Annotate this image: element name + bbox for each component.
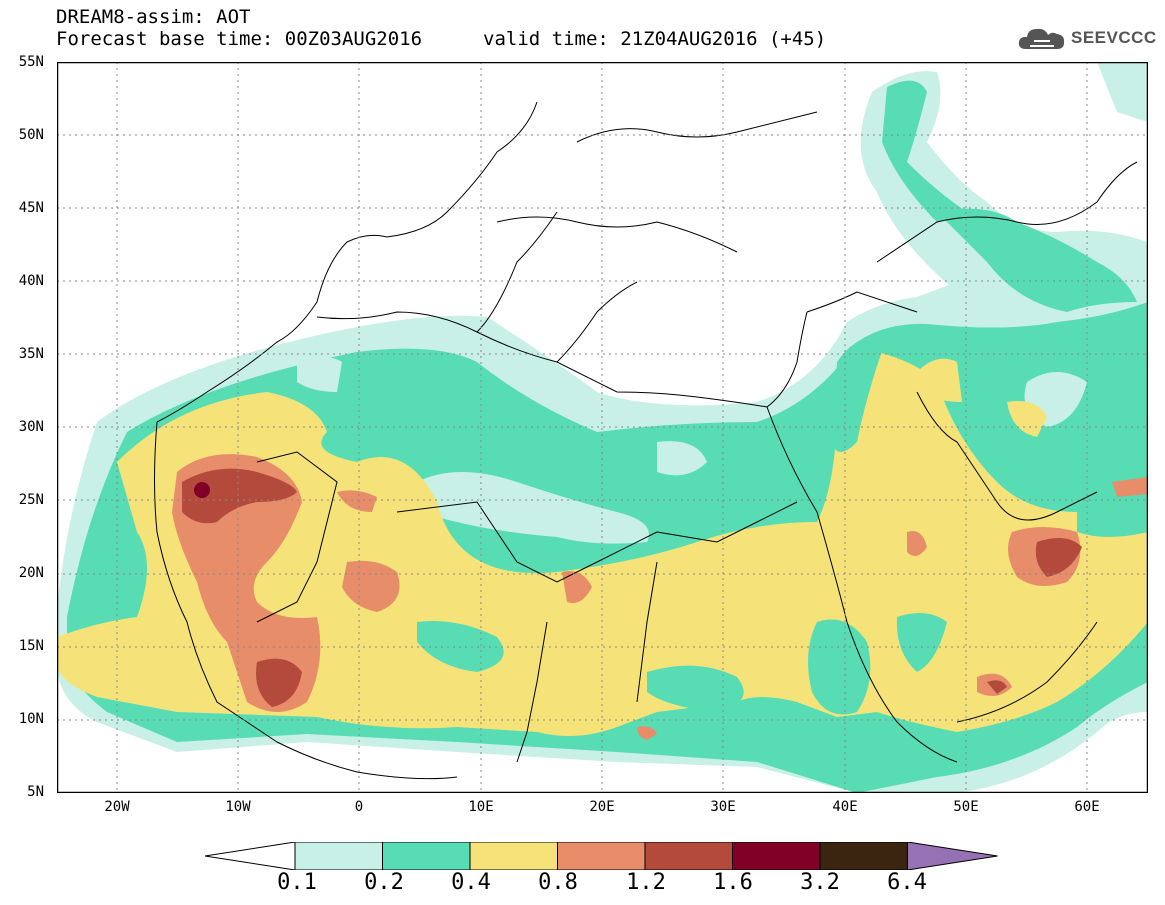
map-title: DREAM8-assim: AOT: [56, 6, 251, 28]
lon-tick-label: 60E: [1074, 799, 1100, 815]
legend-color-cell: [732, 842, 821, 870]
legend-level-label: 1.2: [626, 870, 666, 895]
lat-tick-label: 50N: [18, 127, 44, 143]
lat-tick-label: 10N: [18, 711, 44, 727]
lat-tick-label: 45N: [18, 200, 44, 216]
lat-tick-label: 15N: [18, 638, 44, 654]
lon-tick-label: 30E: [710, 799, 736, 815]
lon-tick-label: 40E: [832, 799, 858, 815]
aot-field-0-1-patches: [297, 357, 1087, 544]
legend-arrow-low: [205, 842, 296, 870]
aot-map: [57, 62, 1148, 793]
legend-color-cell: [819, 842, 908, 870]
lat-tick-label: 5N: [27, 784, 44, 800]
valid-time: valid time: 21Z04AUG2016 (+45): [483, 28, 827, 50]
aot-field-1-2: [182, 468, 1082, 707]
legend-color-cell: [644, 842, 733, 870]
legend-color-cell: [382, 842, 471, 870]
color-legend-bar: [205, 842, 998, 870]
aot-field-1-6: [194, 482, 210, 498]
lon-tick-label: 0: [354, 799, 364, 815]
seevccc-logo: SEEVCCC: [1016, 24, 1157, 52]
cloud-icon: [1018, 28, 1065, 49]
lat-tick-label: 55N: [18, 54, 44, 70]
legend-level-label: 0.1: [277, 870, 317, 895]
legend-level-label: 6.4: [887, 870, 927, 895]
legend-color-cell: [294, 842, 383, 870]
lon-tick-label: 50E: [953, 799, 979, 815]
legend-color-cell: [557, 842, 646, 870]
logo-label: SEEVCCC: [1071, 28, 1157, 47]
lat-tick-label: 35N: [18, 346, 44, 362]
lon-tick-label: 20W: [104, 799, 130, 815]
lat-tick-label: 20N: [18, 565, 44, 581]
legend-color-cell: [469, 842, 558, 870]
legend-level-label: 0.4: [451, 870, 491, 895]
legend-level-label: 0.8: [538, 870, 578, 895]
lon-tick-label: 10E: [468, 799, 494, 815]
legend-level-label: 3.2: [800, 870, 840, 895]
forecast-base-time: Forecast base time: 00Z03AUG2016: [56, 28, 423, 50]
lon-tick-label: 10W: [225, 799, 251, 815]
legend-level-label: 1.6: [713, 870, 753, 895]
coastlines: [154, 101, 1138, 780]
lat-tick-label: 40N: [18, 273, 44, 289]
lat-tick-label: 25N: [18, 492, 44, 508]
lat-tick-label: 30N: [18, 419, 44, 435]
aot-field-0-4: [57, 352, 1148, 736]
lon-tick-label: 20E: [589, 799, 615, 815]
legend-level-label: 0.2: [364, 870, 404, 895]
graticule: [57, 62, 1148, 793]
legend-arrow-high: [907, 842, 998, 870]
